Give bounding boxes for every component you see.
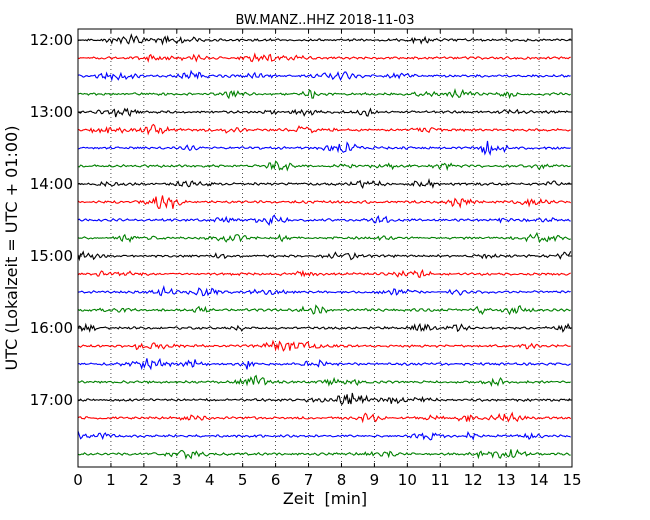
x-tick-label: 11	[431, 471, 450, 489]
x-tick-label: 2	[139, 471, 149, 489]
plot-frame	[77, 28, 573, 468]
x-tick-label: 4	[205, 471, 215, 489]
trace-1400	[77, 177, 572, 189]
trace-1345	[77, 160, 571, 172]
x-tick-label: 14	[530, 471, 549, 489]
trace-1500	[77, 250, 572, 262]
y-tick-label: 13:00	[30, 103, 73, 121]
y-axis-label: UTC (Lokalzeit = UTC + 01:00)	[2, 126, 21, 371]
trace-1600	[77, 322, 572, 333]
trace-1730	[77, 430, 571, 441]
trace-1715	[77, 411, 572, 424]
y-tick-label: 17:00	[30, 391, 73, 409]
y-tick-label: 12:00	[30, 31, 73, 49]
x-tick-label: 15	[562, 471, 581, 489]
trace-1700	[77, 392, 572, 406]
trace-1430	[77, 214, 571, 226]
x-axis-label: Zeit [min]	[283, 489, 367, 508]
trace-1230	[77, 69, 571, 82]
trace-1745	[77, 448, 571, 460]
x-tick-label: 6	[271, 471, 281, 489]
trace-1315	[77, 123, 571, 136]
trace-1245	[77, 88, 571, 100]
trace-1300	[77, 107, 571, 118]
trace-1515	[77, 268, 571, 279]
trace-1630	[77, 357, 571, 371]
seismogram-traces	[77, 33, 572, 460]
y-tick-label: 14:00	[30, 175, 73, 193]
x-tick-label: 0	[73, 471, 83, 489]
trace-1445	[77, 231, 571, 244]
trace-1615	[77, 339, 571, 352]
y-tick-label: 16:00	[30, 319, 73, 337]
trace-1330	[77, 140, 571, 156]
trace-1645	[77, 374, 571, 387]
x-tick-label: 12	[464, 471, 483, 489]
chart-title: BW.MANZ..HHZ 2018-11-03	[235, 13, 414, 28]
x-tick-label: 10	[398, 471, 417, 489]
x-axis-ticks: 0 1 2 3 4 5 6 7 8 9 10 11 12 13 14 15	[73, 29, 582, 489]
x-tick-label: 7	[304, 471, 314, 489]
x-tick-label: 1	[106, 471, 116, 489]
trace-1215	[77, 52, 571, 63]
trace-1415	[77, 195, 572, 210]
trace-1530	[77, 285, 571, 297]
x-tick-label: 3	[172, 471, 182, 489]
y-axis-ticks: 12:00 13:00 14:00 15:00 16:00 17:00	[30, 31, 572, 409]
x-tick-label: 9	[370, 471, 380, 489]
trace-1200	[77, 33, 571, 46]
y-tick-label: 15:00	[30, 247, 73, 265]
x-tick-label: 13	[497, 471, 516, 489]
trace-1545	[77, 304, 571, 316]
x-tick-label: 8	[337, 471, 347, 489]
x-tick-label: 5	[238, 471, 248, 489]
